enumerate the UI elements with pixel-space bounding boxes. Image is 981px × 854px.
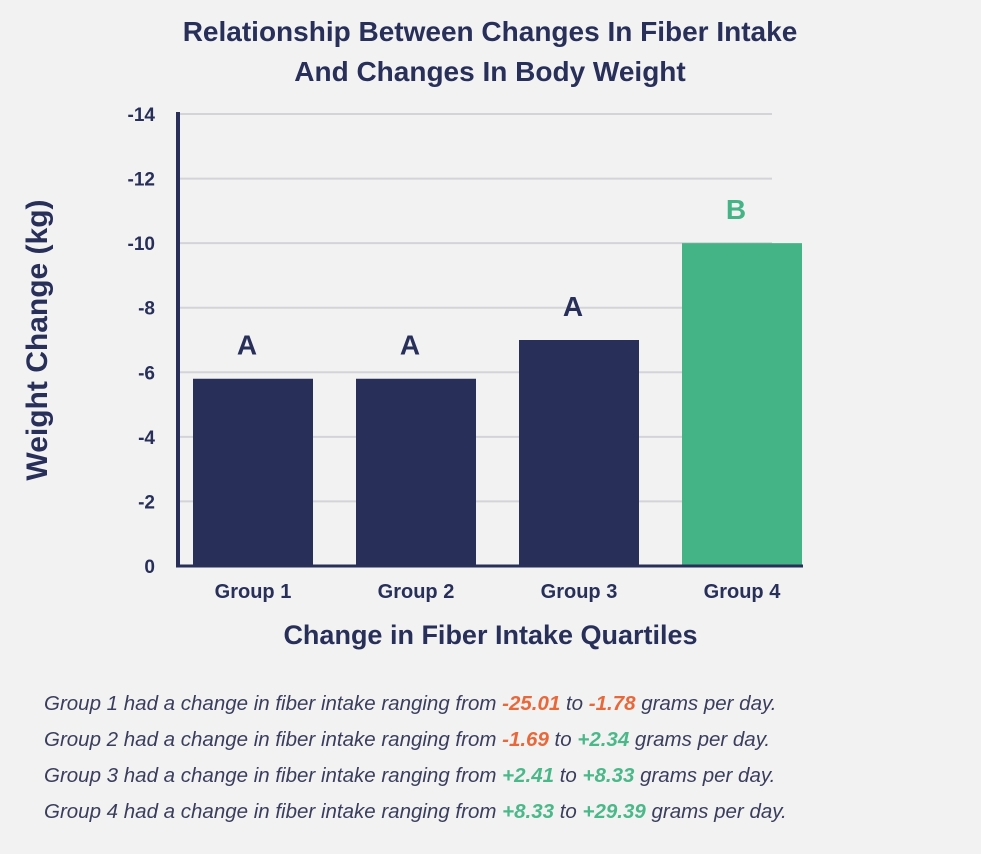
y-tick-label: -8 xyxy=(138,299,155,320)
note-to: +8.33 xyxy=(582,764,635,787)
y-tick-label: -10 xyxy=(128,234,155,255)
note-from: +8.33 xyxy=(502,800,554,823)
x-tick-label: Group 3 xyxy=(541,581,618,603)
note-line: Group 3 had a change in fiber intake ran… xyxy=(44,758,974,794)
axes xyxy=(176,112,803,568)
note-to: +2.34 xyxy=(577,728,630,751)
note-to: -1.78 xyxy=(588,692,636,715)
note-mid: to xyxy=(560,692,589,715)
significance-letter: B xyxy=(726,194,746,225)
note-suffix: grams per day. xyxy=(629,728,771,751)
chart-title-line-1: Relationship Between Changes In Fiber In… xyxy=(182,16,798,47)
x-tick-label: Group 1 xyxy=(215,581,292,603)
x-tick-label: Group 4 xyxy=(704,581,782,603)
note-mid: to xyxy=(554,800,583,823)
note-mid: to xyxy=(548,728,578,751)
y-tick-label: -4 xyxy=(138,428,155,449)
note-from: -1.69 xyxy=(502,728,549,751)
note-prefix: Group 4 had a change in fiber intake ran… xyxy=(44,800,503,823)
significance-letter: A xyxy=(563,291,583,322)
y-tick-label: -14 xyxy=(128,105,156,126)
significance-letter: A xyxy=(237,330,257,361)
chart-title-line-2: And Changes In Body Weight xyxy=(294,56,686,87)
note-to: +29.39 xyxy=(582,800,646,823)
note-mid: to xyxy=(554,764,583,787)
y-tick-label: -12 xyxy=(128,170,155,191)
bar-group-3 xyxy=(519,340,639,566)
note-prefix: Group 3 had a change in fiber intake ran… xyxy=(44,764,503,787)
bar-group-2 xyxy=(356,378,476,566)
significance-letter: A xyxy=(400,330,420,361)
note-line: Group 4 had a change in fiber intake ran… xyxy=(44,794,974,830)
note-suffix: grams per day. xyxy=(635,692,777,715)
labels: 0 -2 -4 -6 -8 -10 -12 -14 Group 1 A Group 2 A Group … xyxy=(128,105,782,603)
note-line: Group 2 had a change in fiber intake ran… xyxy=(44,722,974,758)
note-suffix: grams per day. xyxy=(634,764,776,787)
bars xyxy=(193,243,802,566)
bar-group-1 xyxy=(193,378,313,566)
note-prefix: Group 1 had a change in fiber intake ran… xyxy=(44,692,503,715)
note-from: -25.01 xyxy=(502,692,561,715)
x-axis-label: Change in Fiber Intake Quartiles xyxy=(283,620,698,650)
note-suffix: grams per day. xyxy=(645,800,787,823)
y-tick-label: 0 xyxy=(144,557,155,578)
x-tick-label: Group 2 xyxy=(378,581,455,603)
y-tick-label: -2 xyxy=(138,492,155,513)
chart-title: Relationship Between Changes In Fiber In… xyxy=(60,12,920,92)
note-line: Group 1 had a change in fiber intake ran… xyxy=(44,686,974,722)
y-tick-label: -6 xyxy=(138,363,155,384)
note-prefix: Group 2 had a change in fiber intake ran… xyxy=(44,728,503,751)
bar-group-4 xyxy=(682,243,802,566)
bar-chart: 0 -2 -4 -6 -8 -10 -12 -14 Group 1 A Group 2 A Group … xyxy=(128,105,803,603)
note-from: +2.41 xyxy=(502,764,554,787)
group-notes: Group 1 had a change in fiber intake ran… xyxy=(44,686,974,830)
